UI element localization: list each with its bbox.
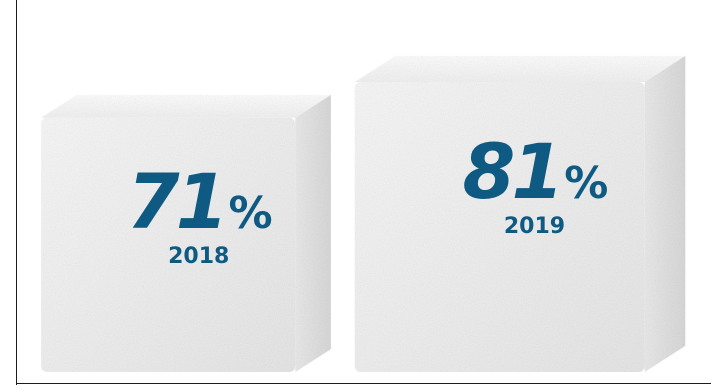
year-label-2019: 2019 [503,214,566,240]
cube-top-face [41,94,331,118]
value-number: 81 [462,127,565,217]
percent-sign: % [228,187,273,239]
cube-front-face [354,82,645,372]
value-number: 71 [126,156,229,246]
frame-bottom-border [16,383,711,384]
value-label-2019: 81% [463,134,609,210]
percent-sign: % [564,158,609,210]
cube-top-face [354,55,686,82]
frame-left-border [16,0,17,385]
year-label-2018: 2018 [168,243,230,269]
cube-bar-2018 [41,94,331,373]
cube-front-face [41,117,296,373]
cube-side-face [295,94,331,373]
cube-bar-2019 [354,55,686,373]
cube-side-face [644,55,686,373]
value-label-2018: 71% [127,163,273,240]
